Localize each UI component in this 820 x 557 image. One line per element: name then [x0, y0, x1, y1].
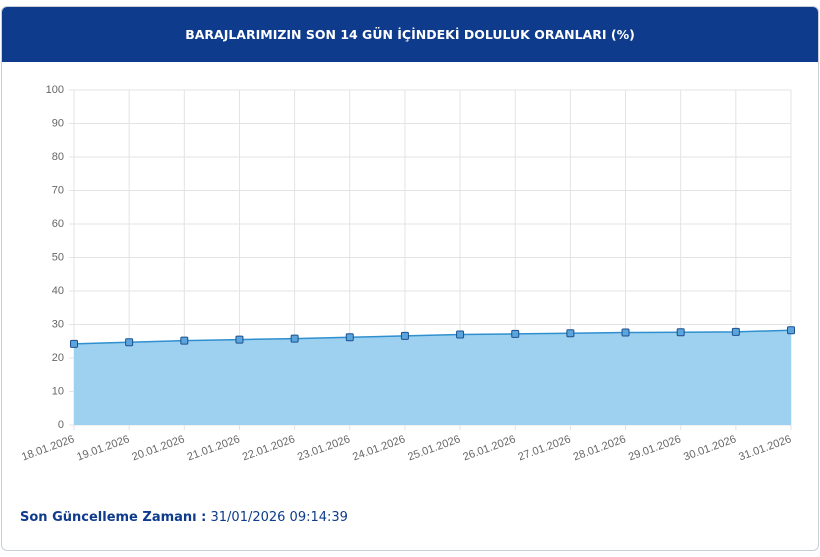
x-tick-label: 26.01.2026: [461, 433, 517, 463]
area: [74, 330, 791, 425]
x-tick-label: 20.01.2026: [130, 433, 186, 463]
marker: [70, 339, 78, 348]
footer-label: Son Güncelleme Zamanı :: [20, 510, 207, 525]
x-tick-label: 27.01.2026: [517, 433, 573, 463]
marker: [456, 330, 465, 339]
card: BARAJLARIMIZIN SON 14 GÜN İÇİNDEKİ DOLUL…: [1, 6, 819, 551]
marker: [400, 331, 409, 340]
x-tick-label: 18.01.2026: [20, 433, 76, 463]
marker: [511, 329, 520, 338]
chart-title: BARAJLARIMIZIN SON 14 GÜN İÇİNDEKİ DOLUL…: [2, 7, 818, 62]
y-tick-label: 20: [52, 352, 64, 364]
chart: 0 10 20 30 40 50 60 70 80 90 100 18.01.2026 19.01.20…: [20, 84, 795, 463]
marker: [566, 329, 575, 338]
x-tick-label: 30.01.2026: [682, 433, 738, 463]
x-tick-label: 21.01.2026: [186, 433, 242, 463]
y-tick-label: 50: [52, 251, 64, 263]
x-tick-label: 23.01.2026: [296, 433, 352, 463]
x-tick-label: 22.01.2026: [241, 433, 297, 463]
marker: [345, 333, 354, 342]
x-tick-label: 25.01.2026: [406, 433, 462, 463]
x-tick-label: 19.01.2026: [75, 433, 131, 463]
footer-value: 31/01/2026 09:14:39: [210, 510, 348, 525]
marker: [125, 338, 134, 347]
y-tick-label: 10: [52, 385, 64, 397]
y-tick-label: 60: [52, 218, 64, 230]
x-tick-label: 24.01.2026: [351, 433, 407, 463]
y-tick-label: 90: [52, 117, 64, 129]
marker: [621, 328, 630, 337]
line: [73, 329, 792, 345]
y-tick-label: 70: [52, 184, 64, 196]
marker: [787, 326, 795, 335]
y-tick-label: 0: [58, 419, 64, 431]
marker: [290, 334, 299, 343]
x-tick-label: 28.01.2026: [572, 433, 628, 463]
marker: [731, 327, 740, 336]
y-tick-label: 40: [52, 285, 64, 297]
y-tick-label: 80: [52, 151, 64, 163]
marker: [235, 335, 244, 344]
marker: [676, 328, 685, 337]
y-tick-label: 30: [52, 318, 64, 330]
y-tick-label: 100: [46, 84, 64, 96]
x-tick-label: 29.01.2026: [627, 433, 683, 463]
footer: Son Güncelleme Zamanı : 31/01/2026 09:14…: [20, 510, 348, 525]
x-tick-label: 31.01.2026: [737, 433, 793, 463]
marker: [180, 336, 189, 345]
